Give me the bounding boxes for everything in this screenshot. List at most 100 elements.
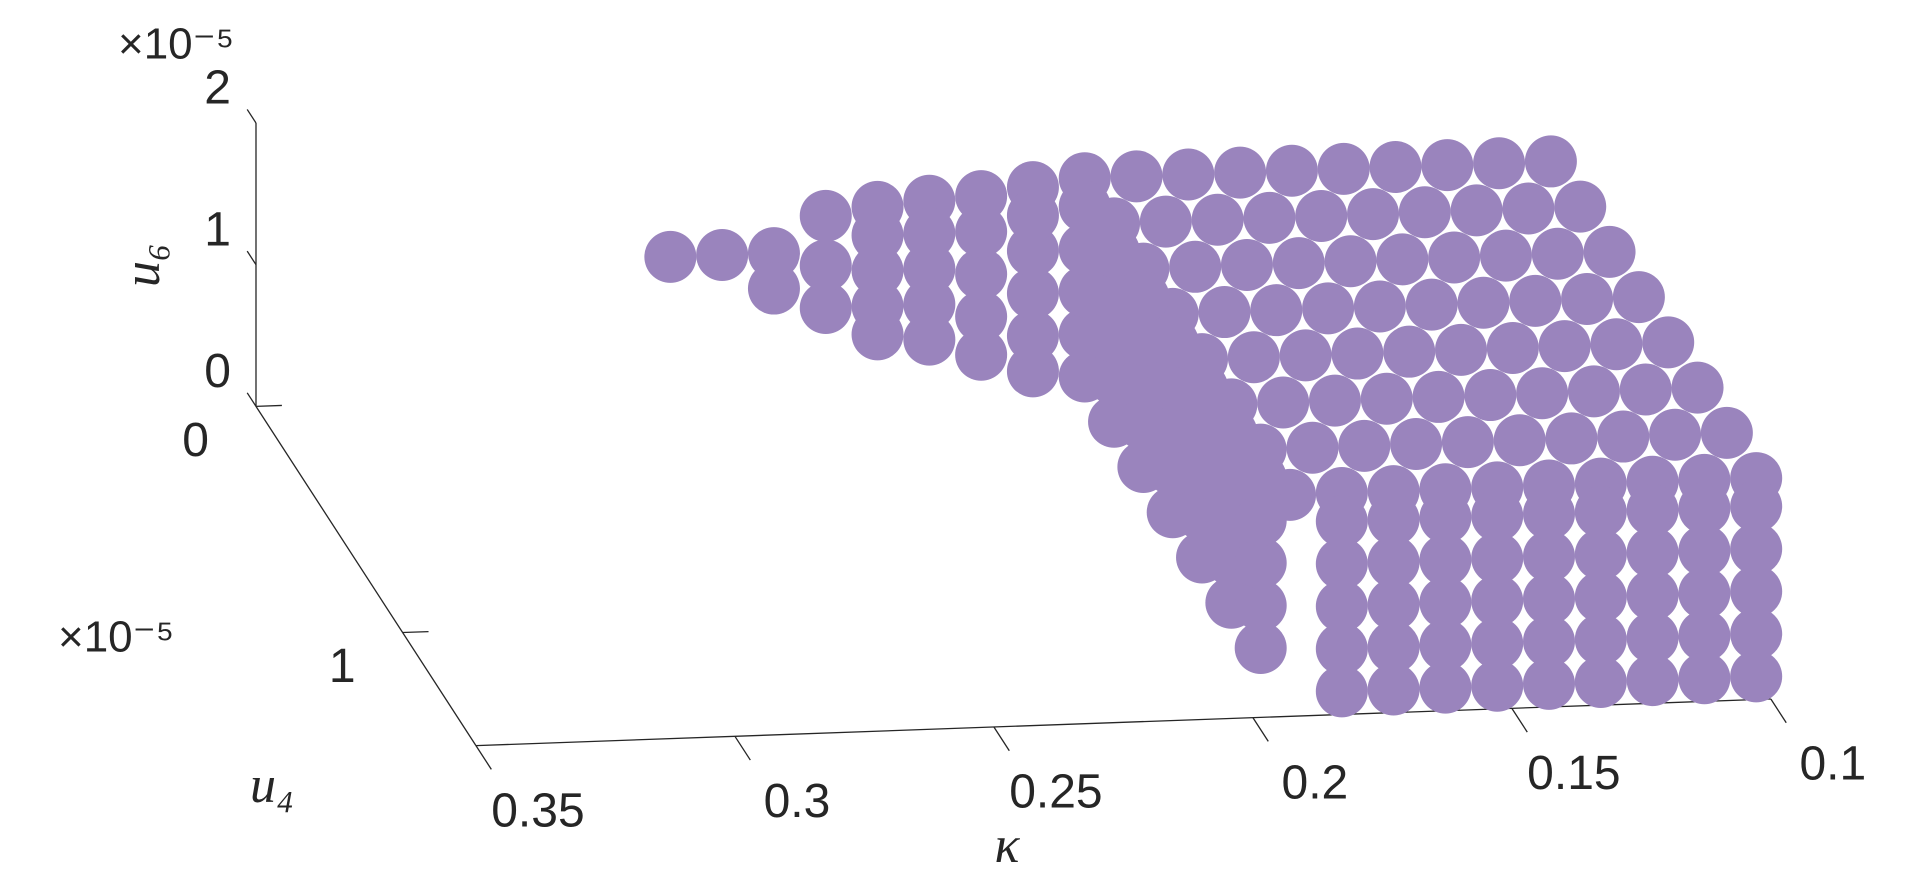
point [1088,225,1141,278]
x-tick [475,745,492,770]
point [1398,186,1451,239]
x-axis [475,698,1771,747]
y-tick [402,630,429,634]
point [1538,320,1591,373]
point [1421,139,1474,192]
point [1302,282,1355,335]
point [1315,622,1368,675]
x-tick [734,735,751,761]
point [851,209,904,262]
point [1257,376,1310,429]
point [1612,271,1665,324]
point [1331,327,1384,380]
point [799,239,852,292]
point [1554,180,1607,233]
point [1590,318,1643,371]
x-tick-label: 0.15 [1527,747,1620,800]
point [1315,665,1368,718]
point [1678,567,1731,620]
point [1678,482,1731,535]
point [1146,316,1199,369]
point [1265,144,1318,197]
point [1295,189,1348,242]
point [1486,321,1539,374]
point [1367,663,1420,716]
point [1214,146,1267,199]
point [1441,416,1494,469]
z-exponent: ×10⁻⁵ [118,20,234,69]
point [1419,491,1472,544]
point [955,328,1008,381]
point [1509,274,1562,327]
point [1428,231,1481,284]
point [1369,141,1422,194]
point [1574,485,1627,538]
z-tick-label: 0 [204,345,231,398]
y-tick-label: 1 [329,640,356,693]
point [1419,619,1472,672]
point [1162,148,1215,201]
z-tick-label: 2 [204,62,231,115]
point [1450,184,1503,237]
point [1376,233,1429,286]
point [1435,323,1488,376]
point [1678,609,1731,662]
point [1574,655,1627,708]
point [696,229,749,282]
point [1457,276,1510,329]
x-tick [1770,698,1787,724]
x-tick [1511,707,1528,733]
x-tick [993,726,1010,752]
y-tick [255,404,282,408]
point [1574,613,1627,666]
point [1117,271,1170,324]
x-tick-label: 0.3 [764,775,831,828]
point [1545,412,1598,465]
point [1642,316,1695,369]
point [1678,524,1731,577]
point [1523,530,1576,583]
point [1597,410,1650,463]
point [1191,193,1244,246]
point [1567,365,1620,418]
x-tick-label: 0.1 [1799,738,1866,791]
x-tick-label: 0.35 [491,784,584,837]
point [955,248,1008,301]
point [1523,615,1576,668]
x-tick-label: 0.25 [1009,766,1102,819]
point [747,262,800,315]
point [1619,363,1672,416]
point [1220,238,1273,291]
point [1390,418,1443,471]
point [1464,369,1517,422]
point [1139,195,1192,248]
point [1315,495,1368,548]
point [1006,267,1059,320]
point [955,205,1008,258]
point [1523,487,1576,540]
point [1353,280,1406,333]
point [799,281,852,334]
point [1243,191,1296,244]
y-axis [255,406,477,746]
z-tick [246,392,257,407]
x-axis-label: κ [995,817,1021,874]
point [1678,652,1731,705]
point [1730,650,1783,703]
y-axis-label: u₄ [250,757,294,814]
point [1367,493,1420,546]
point [1315,580,1368,633]
point [1730,522,1783,575]
point [1574,528,1627,581]
point [1234,451,1287,504]
point [1315,537,1368,590]
point [1360,372,1413,425]
point [1730,565,1783,618]
point [1412,370,1465,423]
point [1626,654,1679,707]
point [1523,572,1576,625]
point [1169,240,1222,293]
point [799,189,852,242]
